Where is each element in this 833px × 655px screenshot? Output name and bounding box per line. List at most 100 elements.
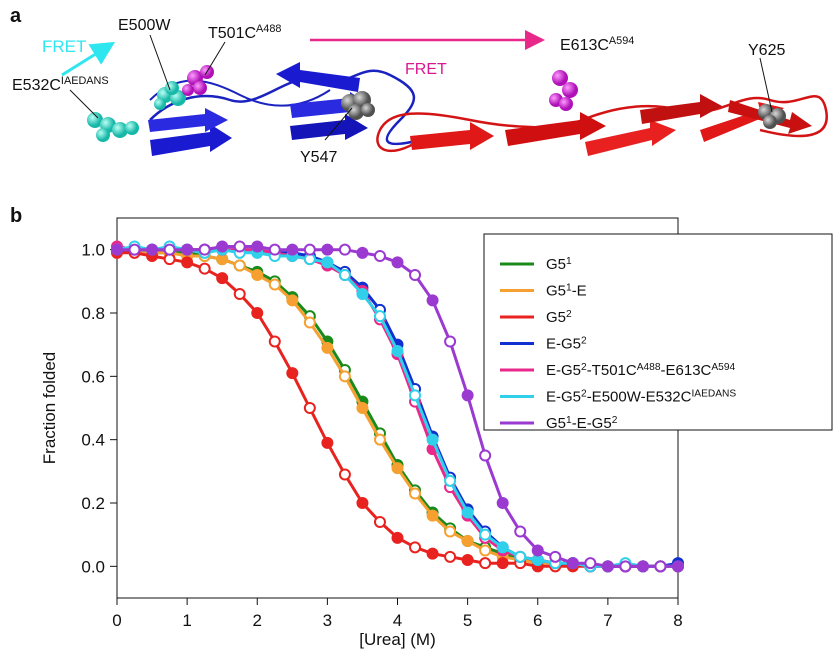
data-point [111,243,123,256]
legend-label: G51-E [546,282,587,300]
y-axis-label: Fraction folded [40,352,59,464]
sphere-cluster [87,65,786,142]
legend-label: E-G52-T501CA488-E613CA594 [546,362,736,380]
y-tick-label: 0.4 [81,431,105,450]
residue-label: E532CIAEDANS [12,75,109,94]
x-tick-label: 3 [323,611,332,630]
data-point [321,436,334,449]
x-tick-label: 1 [182,611,191,630]
text-part: Y625 [748,42,785,59]
text-part: G5 [546,283,566,300]
data-point [426,509,439,522]
y-tick-label: 0.8 [81,304,105,323]
data-point [531,544,544,557]
data-point [251,240,264,253]
y-tick-label: 0.6 [81,367,105,386]
data-point [391,345,404,357]
data-point [391,256,404,269]
superscript: 1 [566,282,572,293]
residue-label: T501CA488 [208,23,281,42]
data-point [601,560,614,573]
data-point [461,535,474,547]
text-part: E-G5 [546,336,581,353]
data-point [636,560,649,573]
legend-box [483,233,833,431]
text-part: -E500W-E532C [587,389,692,406]
data-point [549,550,562,563]
superscript: 2 [581,388,587,399]
panel-label: a [10,5,22,27]
panel-label: b [10,205,22,227]
text-part: -E [572,283,587,300]
data-point [479,557,492,570]
data-point [479,449,492,462]
data-point [461,506,474,519]
data-point [286,367,299,380]
superscript: A488 [637,362,661,373]
data-point [619,560,632,573]
text-part: E-G5 [546,362,581,379]
data-point [181,256,194,269]
data-point [461,554,474,566]
data-point [338,370,351,383]
text-part: E613C [560,37,609,54]
data-point [128,243,141,256]
data-point [303,316,316,329]
data-point [479,528,492,541]
data-point [409,389,422,402]
data-point [268,243,281,256]
data-point [672,560,684,573]
residue-label: Y547 [300,149,337,166]
data-point [444,335,457,348]
text-part: T501C [208,25,256,42]
data-point [303,402,316,414]
data-point [321,341,334,354]
x-axis-label: [Urea] (M) [359,630,436,649]
superscript: 2 [612,415,618,426]
data-point [356,402,369,414]
data-point [426,547,439,560]
data-point [496,497,509,509]
data-point [356,497,369,509]
data-point [286,294,299,307]
data-point [373,433,386,446]
data-point [444,550,457,563]
text-part: E-G5 [546,389,581,406]
data-point [444,525,457,538]
data-point [181,243,194,256]
residue-label: E613CA594 [560,35,634,54]
x-tick-label: 6 [533,611,542,630]
text-part: -E-G5 [572,415,612,432]
text-part: G5 [546,309,566,326]
x-tick-label: 4 [393,611,402,630]
data-point [409,541,422,554]
x-tick-label: 5 [463,611,472,630]
y-tick-label: 0.0 [81,557,105,576]
superscript: 2 [581,362,587,373]
data-point [496,557,509,570]
data-point [373,250,386,262]
superscript: 1 [566,415,572,426]
data-point [356,288,369,300]
data-point [251,307,264,319]
data-point [216,272,229,285]
data-point [426,294,439,307]
x-tick-label: 7 [603,611,612,630]
data-point [373,310,386,323]
x-tick-label: 2 [253,611,262,630]
legend-label: E-G52 [546,335,587,353]
data-point [251,269,264,281]
data-point [233,288,246,300]
data-point [391,462,404,475]
data-point [409,487,422,500]
data-point [584,557,597,570]
protein-structure [61,30,828,156]
data-point [514,550,527,563]
text-part: -E613C [661,362,712,379]
superscript: A488 [256,23,281,35]
text-part: G5 [546,415,566,432]
data-point [286,243,299,256]
legend-label: G52 [546,309,572,327]
data-point [233,259,246,272]
